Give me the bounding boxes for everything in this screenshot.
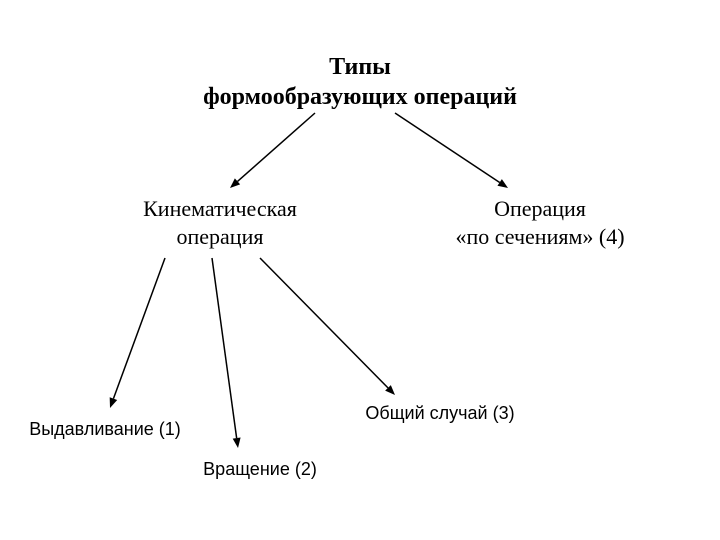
- diagram-stage: Типы формообразующих операций Кинематиче…: [0, 0, 720, 540]
- node-sections: Операция «по сечениям» (4): [455, 195, 624, 250]
- node-extrude: Выдавливание (1): [29, 418, 181, 441]
- node-kinematic: Кинематическая операция: [143, 195, 297, 250]
- node-general-case: Общий случай (3): [365, 402, 514, 425]
- node-title: Типы формообразующих операций: [203, 52, 517, 112]
- node-rotate: Вращение (2): [203, 458, 317, 481]
